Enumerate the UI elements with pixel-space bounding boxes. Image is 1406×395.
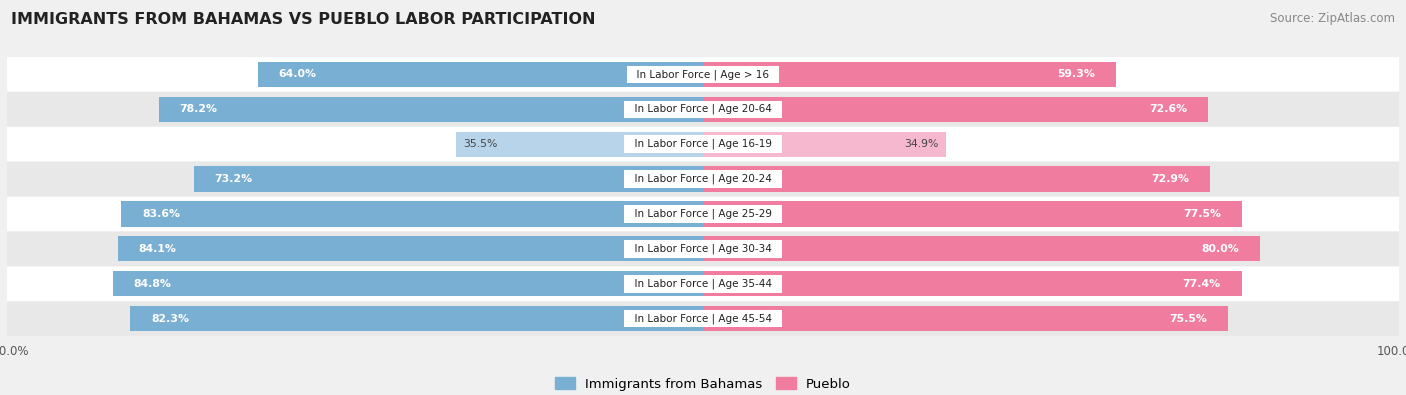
Text: In Labor Force | Age 35-44: In Labor Force | Age 35-44: [627, 278, 779, 289]
Bar: [703, 132, 946, 157]
FancyBboxPatch shape: [7, 127, 1399, 161]
Bar: [703, 62, 1116, 87]
Text: 80.0%: 80.0%: [1201, 244, 1239, 254]
Text: In Labor Force | Age 25-29: In Labor Force | Age 25-29: [627, 209, 779, 219]
Text: Source: ZipAtlas.com: Source: ZipAtlas.com: [1270, 12, 1395, 25]
Text: 77.5%: 77.5%: [1184, 209, 1222, 219]
Bar: [703, 201, 1243, 227]
Text: 83.6%: 83.6%: [142, 209, 180, 219]
Text: 77.4%: 77.4%: [1182, 279, 1220, 289]
Bar: [112, 271, 703, 296]
Text: In Labor Force | Age 20-64: In Labor Force | Age 20-64: [628, 104, 778, 115]
FancyBboxPatch shape: [7, 232, 1399, 266]
Legend: Immigrants from Bahamas, Pueblo: Immigrants from Bahamas, Pueblo: [550, 372, 856, 395]
Text: In Labor Force | Age 20-24: In Labor Force | Age 20-24: [628, 174, 778, 184]
Text: In Labor Force | Age > 16: In Labor Force | Age > 16: [630, 69, 776, 79]
Text: 35.5%: 35.5%: [463, 139, 498, 149]
Bar: [121, 201, 703, 227]
FancyBboxPatch shape: [7, 57, 1399, 91]
Bar: [703, 166, 1211, 192]
Text: 72.6%: 72.6%: [1149, 104, 1188, 114]
Text: In Labor Force | Age 45-54: In Labor Force | Age 45-54: [627, 314, 779, 324]
Bar: [703, 97, 1208, 122]
Bar: [456, 132, 703, 157]
Text: 75.5%: 75.5%: [1170, 314, 1208, 324]
Text: 59.3%: 59.3%: [1057, 69, 1095, 79]
Bar: [257, 62, 703, 87]
Text: 82.3%: 82.3%: [150, 314, 188, 324]
Text: 72.9%: 72.9%: [1152, 174, 1189, 184]
Text: 34.9%: 34.9%: [904, 139, 939, 149]
FancyBboxPatch shape: [7, 162, 1399, 196]
FancyBboxPatch shape: [7, 267, 1399, 301]
Text: In Labor Force | Age 30-34: In Labor Force | Age 30-34: [628, 244, 778, 254]
FancyBboxPatch shape: [7, 92, 1399, 126]
Bar: [118, 236, 703, 261]
FancyBboxPatch shape: [7, 197, 1399, 231]
Text: 84.1%: 84.1%: [139, 244, 176, 254]
Bar: [159, 97, 703, 122]
Bar: [703, 271, 1241, 296]
Text: IMMIGRANTS FROM BAHAMAS VS PUEBLO LABOR PARTICIPATION: IMMIGRANTS FROM BAHAMAS VS PUEBLO LABOR …: [11, 12, 596, 27]
Text: 64.0%: 64.0%: [278, 69, 316, 79]
Bar: [131, 306, 703, 331]
FancyBboxPatch shape: [7, 302, 1399, 336]
Bar: [194, 166, 703, 192]
Text: 73.2%: 73.2%: [215, 174, 253, 184]
Text: In Labor Force | Age 16-19: In Labor Force | Age 16-19: [627, 139, 779, 149]
Bar: [703, 306, 1229, 331]
Bar: [703, 236, 1260, 261]
Text: 84.8%: 84.8%: [134, 279, 172, 289]
Text: 78.2%: 78.2%: [180, 104, 218, 114]
